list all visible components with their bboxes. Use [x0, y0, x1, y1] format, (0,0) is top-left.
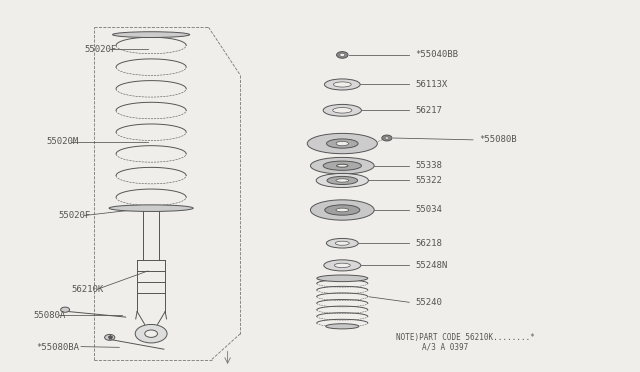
Text: 56218: 56218: [415, 239, 442, 248]
Ellipse shape: [333, 82, 351, 87]
Ellipse shape: [113, 32, 189, 38]
Ellipse shape: [323, 105, 362, 116]
Text: 56210K: 56210K: [72, 285, 104, 294]
Ellipse shape: [317, 275, 368, 282]
Text: 56217: 56217: [415, 106, 442, 115]
Text: 55240: 55240: [415, 298, 442, 307]
Text: 55020F: 55020F: [84, 45, 116, 54]
Ellipse shape: [323, 161, 362, 170]
Ellipse shape: [324, 205, 360, 215]
Ellipse shape: [326, 139, 358, 148]
Text: *55040BB: *55040BB: [415, 51, 459, 60]
Ellipse shape: [316, 173, 369, 187]
Ellipse shape: [326, 324, 359, 329]
Ellipse shape: [324, 79, 360, 90]
Ellipse shape: [310, 157, 374, 174]
Circle shape: [61, 307, 70, 312]
Text: 55248N: 55248N: [415, 261, 448, 270]
Circle shape: [340, 54, 345, 57]
Text: 55338: 55338: [415, 161, 442, 170]
Ellipse shape: [336, 179, 349, 182]
Text: NOTE)PART CODE 56210K........*: NOTE)PART CODE 56210K........*: [396, 333, 535, 342]
Ellipse shape: [335, 241, 349, 245]
Ellipse shape: [310, 200, 374, 220]
Ellipse shape: [333, 108, 352, 113]
Circle shape: [385, 137, 389, 139]
Circle shape: [145, 330, 157, 337]
Text: 55322: 55322: [415, 176, 442, 185]
Ellipse shape: [324, 260, 361, 271]
Ellipse shape: [336, 141, 348, 146]
Circle shape: [382, 135, 392, 141]
Circle shape: [135, 324, 167, 343]
Text: 55020F: 55020F: [59, 211, 91, 220]
Text: 55020M: 55020M: [46, 137, 78, 146]
Circle shape: [104, 334, 115, 340]
Ellipse shape: [327, 176, 358, 185]
Text: 56113X: 56113X: [415, 80, 448, 89]
Ellipse shape: [336, 208, 349, 212]
Ellipse shape: [337, 164, 348, 167]
Circle shape: [337, 52, 348, 58]
Text: 55034: 55034: [415, 205, 442, 215]
Ellipse shape: [334, 263, 350, 267]
Text: *55080BA: *55080BA: [36, 343, 79, 352]
Text: *55080B: *55080B: [479, 135, 517, 144]
Ellipse shape: [326, 238, 358, 248]
Text: 55080A: 55080A: [33, 311, 65, 320]
Ellipse shape: [109, 205, 193, 211]
Ellipse shape: [307, 134, 378, 154]
Text: A/3 A 0397: A/3 A 0397: [422, 342, 468, 351]
